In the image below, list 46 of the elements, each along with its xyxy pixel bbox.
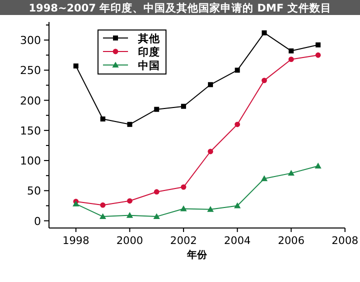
point	[288, 56, 294, 62]
point	[260, 175, 268, 182]
point	[288, 170, 294, 176]
point	[154, 106, 160, 112]
y-tick-label: 200	[20, 94, 41, 108]
point	[234, 122, 240, 128]
point	[100, 202, 106, 208]
point	[315, 52, 321, 58]
point	[288, 48, 294, 54]
x-axis-title: 年份	[186, 249, 208, 261]
point	[100, 213, 106, 220]
legend-label: 其他	[137, 32, 161, 45]
y-tick-label: 50	[27, 184, 41, 198]
point	[100, 116, 106, 122]
y-tick-label: 150	[20, 124, 41, 138]
point	[234, 68, 240, 73]
y-tick-label: 0	[34, 214, 41, 228]
point	[73, 63, 78, 68]
point	[153, 213, 160, 220]
point	[314, 162, 322, 168]
x-tick-label: 2006	[278, 235, 305, 247]
point	[208, 82, 213, 88]
point	[262, 30, 267, 36]
x-tick-label: 2000	[116, 235, 144, 247]
x-tick-label: 2002	[170, 235, 197, 247]
point	[154, 189, 160, 195]
point	[180, 184, 186, 190]
point	[316, 42, 321, 48]
point	[262, 78, 267, 84]
x-tick-label: 1998	[62, 235, 90, 247]
point	[234, 202, 241, 208]
chart-title: 1998~2007 年印度、中国及其他国家申请的 DMF 文件数目	[28, 2, 332, 14]
point	[180, 205, 187, 212]
y-tick-label: 250	[20, 64, 41, 78]
y-tick-label: 300	[20, 34, 41, 48]
legend-label: 中国	[138, 59, 160, 72]
y-tick-label: 100	[20, 154, 41, 168]
x-tick-label: 2004	[224, 235, 252, 247]
point	[208, 148, 214, 154]
point	[126, 212, 134, 218]
point	[127, 198, 132, 204]
point	[207, 206, 214, 212]
point	[181, 104, 186, 109]
x-tick-label: 2008	[332, 235, 358, 247]
legend-label: 印度	[138, 46, 160, 58]
point	[127, 122, 132, 127]
